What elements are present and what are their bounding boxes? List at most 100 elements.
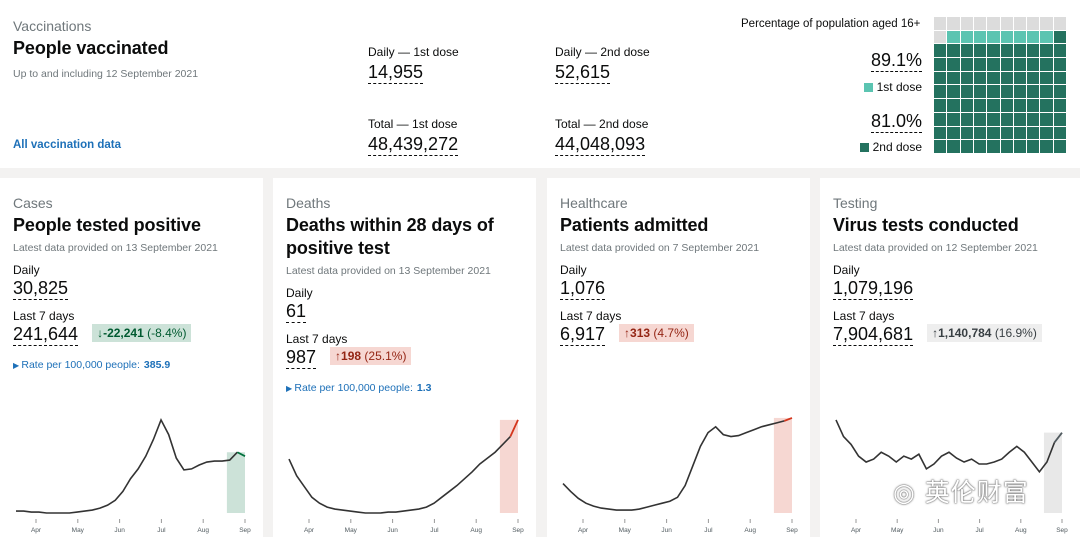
change-percentage: (16.9%) (994, 326, 1037, 340)
waffle-cell (947, 85, 960, 99)
waffle-cell (1053, 99, 1066, 112)
last-7-days-highlight (773, 417, 792, 513)
trend-line (835, 419, 1056, 474)
card-title: Patients admitted (560, 215, 709, 235)
waffle-cell (1000, 71, 1013, 85)
axis-month-label: Jul (430, 527, 439, 534)
trend-line (16, 417, 238, 514)
waffle-cell (987, 58, 1000, 71)
last-7-days-label: Last 7 days (13, 309, 75, 323)
card-date-note: Latest data provided on 13 September 202… (286, 265, 491, 277)
waffle-cell (947, 17, 960, 30)
waffle-cell (973, 126, 987, 140)
waffle-cell (1000, 58, 1013, 71)
daily-value[interactable]: 30,825 (13, 278, 69, 300)
last-7-days-label: Last 7 days (560, 309, 622, 323)
arrow-down-icon: ↓ (97, 326, 104, 340)
daily-second-dose-label: Daily — 2nd dose (555, 45, 650, 59)
rate-per-100k-toggle[interactable]: ▶ Rate per 100,000 people: 385.9 (13, 359, 170, 371)
trend-line (288, 436, 511, 514)
waffle-cell (987, 140, 1000, 153)
waffle-cell (987, 99, 1000, 112)
total-second-dose-label: Total — 2nd dose (555, 117, 649, 131)
waffle-cell (1000, 99, 1013, 112)
axis-month-label: Aug (1015, 527, 1027, 534)
waffle-cell (1027, 44, 1040, 58)
waffle-cell (1027, 140, 1040, 153)
healthcare-card: Healthcare Patients admitted Latest data p… (547, 178, 810, 537)
waffle-cell (973, 85, 987, 99)
waffle-cell (934, 126, 947, 140)
waffle-cell (947, 126, 960, 140)
daily-value[interactable]: 1,079,196 (833, 278, 914, 300)
waffle-cell (960, 140, 973, 153)
axis-month-label: Sep (239, 527, 251, 534)
waffle-cell (1027, 85, 1040, 99)
arrow-up-icon: ↑ (335, 349, 342, 363)
waffle-cell (1027, 112, 1040, 126)
last-7-days-value[interactable]: 6,917 (560, 324, 606, 346)
waffle-cell (1000, 112, 1013, 126)
axis-month-label: Aug (197, 527, 209, 534)
last-7-days-label: Last 7 days (833, 309, 895, 323)
trend-line-recent (236, 451, 246, 457)
axis-month-label: Aug (744, 527, 756, 534)
waffle-cell (1013, 44, 1027, 58)
change-percentage: (25.1%) (364, 349, 407, 363)
card-date-note: Latest data provided on 7 September 2021 (560, 242, 760, 254)
population-waffle-chart (934, 17, 1066, 153)
total-first-dose-value[interactable]: 48,439,272 (368, 134, 459, 156)
rate-value: 1.3 (416, 382, 432, 394)
all-vaccination-data-link[interactable]: All vaccination data (13, 139, 122, 151)
waffle-cell (947, 30, 960, 44)
axis-month-label: Apr (578, 527, 589, 534)
wechat-icon: ◎ (893, 478, 916, 507)
trend-line (562, 420, 785, 511)
trend-chart: Apr May Jun Jul Aug Sep (288, 419, 524, 534)
daily-label: Daily (833, 263, 860, 277)
waffle-cell (934, 99, 947, 112)
waffle-cell (934, 71, 947, 85)
waffle-cell (1040, 58, 1053, 71)
waffle-cell (960, 44, 973, 58)
change-value: -22,241 (103, 326, 144, 340)
first-dose-percentage[interactable]: 89.1% (870, 50, 922, 72)
arrow-up-icon: ↑ (624, 326, 631, 340)
last-7-days-value[interactable]: 987 (286, 347, 317, 369)
waffle-cell (1000, 85, 1013, 99)
waffle-cell (973, 17, 987, 30)
card-caption: Healthcare (560, 195, 628, 211)
rate-per-100k-toggle[interactable]: ▶ Rate per 100,000 people: 1.3 (286, 382, 432, 394)
waffle-cell (1013, 99, 1027, 112)
waffle-cell (1027, 17, 1040, 30)
vaccinations-date-note: Up to and including 12 September 2021 (13, 68, 199, 80)
testing-card: Testing Virus tests conducted Latest data … (820, 178, 1080, 537)
waffle-cell (1027, 126, 1040, 140)
card-caption: Testing (833, 195, 878, 211)
daily-value-wrap: 1,079,196 (833, 278, 914, 300)
second-dose-legend-label: 2nd dose (872, 140, 922, 154)
card-title: People tested positive (13, 215, 201, 235)
total-second-dose-value[interactable]: 44,048,093 (555, 134, 646, 156)
last-7-days-wrap: 7,904,681 ↑1,140,784 (16.9%) (833, 324, 1042, 346)
daily-value[interactable]: 61 (286, 301, 307, 323)
last-7-days-label: Last 7 days (286, 332, 348, 346)
axis-month-label: Sep (786, 527, 798, 534)
daily-second-dose-value[interactable]: 52,615 (555, 62, 611, 84)
second-dose-swatch (859, 143, 869, 152)
waffle-cell (987, 44, 1000, 58)
waffle-cell (1013, 112, 1027, 126)
waffle-cell (1053, 17, 1066, 30)
daily-value[interactable]: 1,076 (560, 278, 606, 300)
waffle-cell (1027, 58, 1040, 71)
waffle-cell (947, 112, 960, 126)
waffle-cell (934, 112, 947, 126)
waffle-cell (973, 30, 987, 44)
second-dose-percentage[interactable]: 81.0% (870, 111, 922, 133)
last-7-days-value[interactable]: 241,644 (13, 324, 79, 346)
waffle-cell (987, 71, 1000, 85)
waffle-cell (1000, 17, 1013, 30)
daily-first-dose-value[interactable]: 14,955 (368, 62, 424, 84)
last-7-days-value[interactable]: 7,904,681 (833, 324, 914, 346)
waffle-cell (1040, 17, 1053, 30)
